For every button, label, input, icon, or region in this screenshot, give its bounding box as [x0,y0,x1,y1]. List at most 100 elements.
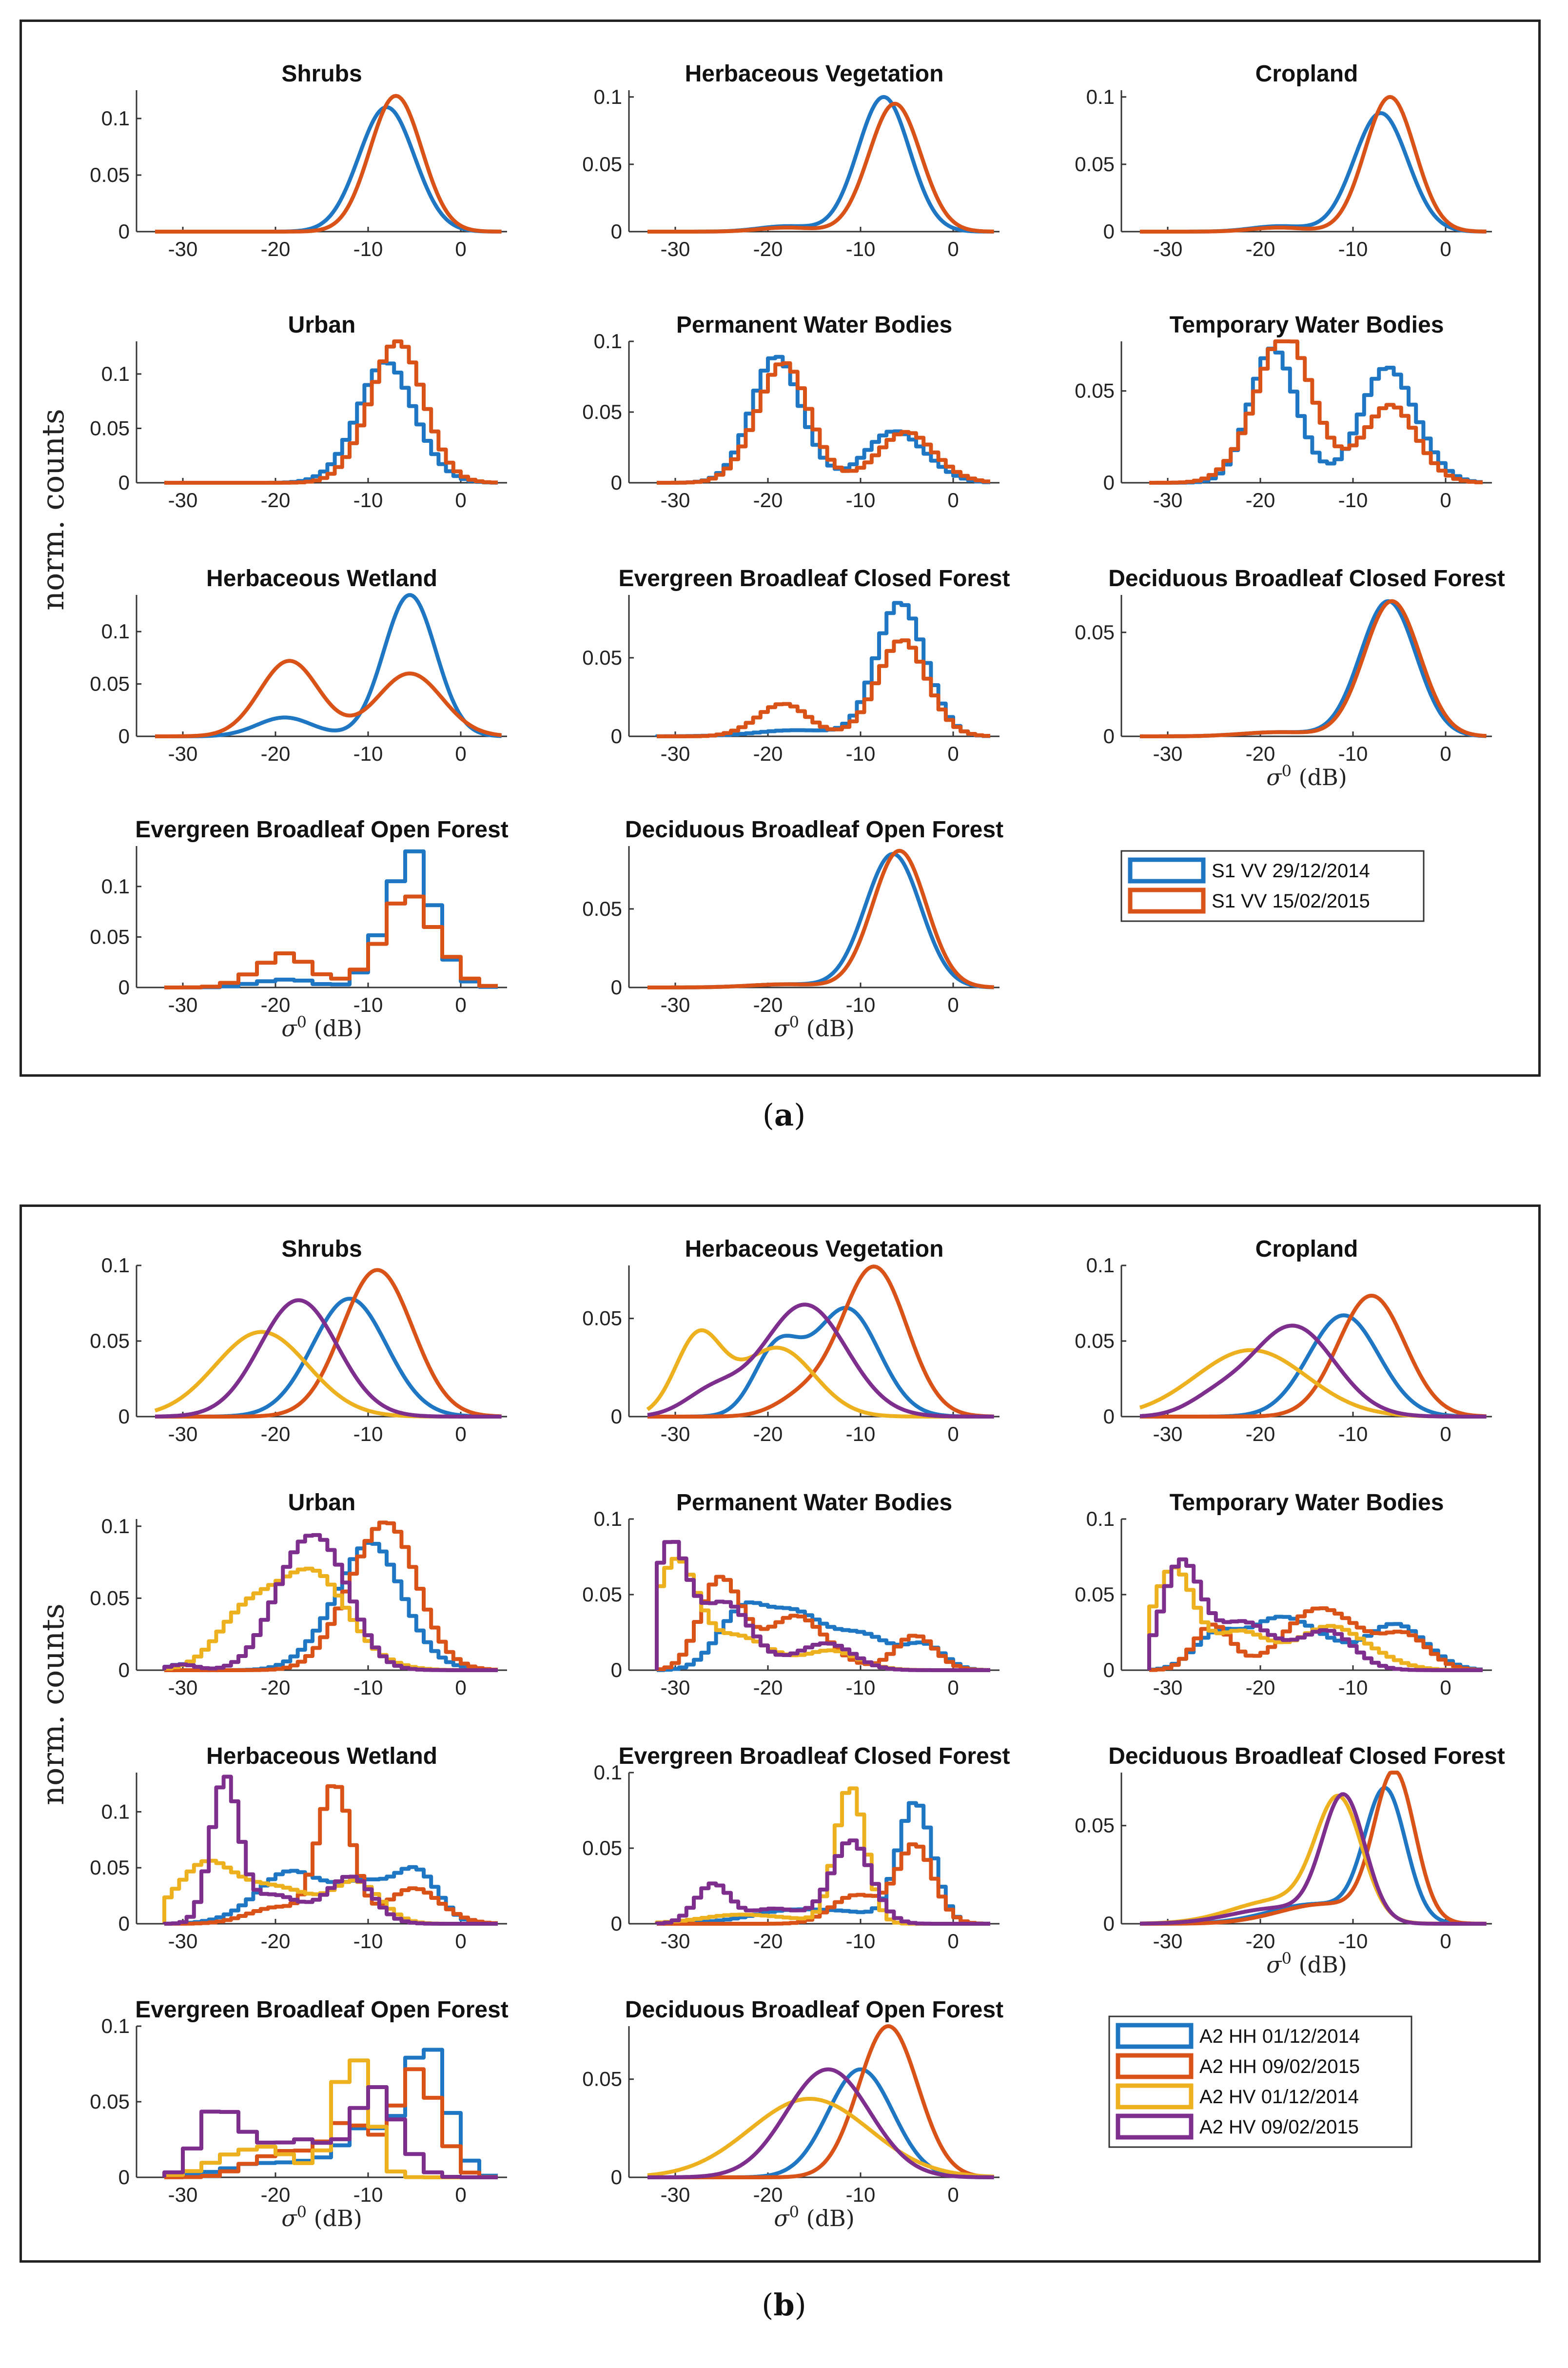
y-tick-label: 0.05 [582,1307,622,1330]
series-line-0 [657,355,990,485]
y-tick-label: 0.05 [90,925,130,948]
subplot-10: Deciduous Broadleaf Open Forest -30 -20 -10… [582,817,1003,1042]
y-tick-label: 0 [118,2166,130,2189]
y-tick-label: 0 [1103,1405,1115,1428]
y-tick-label: 0 [611,1405,622,1428]
y-tick-label: 0 [611,220,622,243]
y-tick-label: 0 [118,976,130,999]
y-tick-label: 0 [118,1912,130,1935]
subplot-9: Evergreen Broadleaf Open Forest -30 -20 -10… [90,1997,509,2231]
subplot-title: Deciduous Broadleaf Open Forest [625,817,1003,843]
series-line-0 [164,849,498,989]
x-tick-label: 0 [1440,489,1451,512]
series-line-1 [164,1784,498,1926]
legend-label: A2 HH 09/02/2015 [1199,2056,1360,2077]
x-tick-label: -10 [353,742,383,765]
y-tick-label: 0 [1103,725,1115,748]
y-tick-label: 0.1 [1086,1254,1115,1277]
subplot-title: Urban [288,1490,356,1516]
subplot-title: Permanent Water Bodies [676,1490,952,1516]
x-tick-label: 0 [947,993,959,1016]
x-tick-label: -30 [661,489,690,512]
x-tick-label: -10 [846,489,876,512]
legend-swatch [1116,2113,1194,2140]
subplot-title: Evergreen Broadleaf Closed Forest [619,566,1010,592]
subplot-7: Evergreen Broadleaf Closed Forest -30 -20 -… [582,1743,1010,1953]
series-line-1 [155,659,502,738]
y-tick-label: 0 [1103,1912,1115,1935]
y-tick-label: 0.1 [1086,1507,1115,1530]
series-line-0 [647,95,994,234]
x-tick-label: -30 [661,1930,690,1953]
y-tick-label: 0 [611,976,622,999]
x-tick-label: -30 [1153,237,1183,260]
legend-swatch [1116,2053,1194,2079]
series-line-3 [162,1533,498,1672]
y-tick-label: 0.1 [1086,85,1115,108]
x-tick-label: 0 [455,1930,466,1953]
series-line-3 [155,1298,502,1419]
y-tick-label: 0.1 [594,1761,622,1784]
x-tick-label: -10 [846,1930,876,1953]
series-line-1 [1149,339,1483,485]
x-tick-label: -10 [846,237,876,260]
series-line-3 [1139,1323,1487,1419]
x-tick-label: -10 [353,993,383,1016]
x-tick-label: 0 [1440,1676,1451,1699]
y-tick-label: 0.05 [90,1856,130,1879]
series-line-0 [655,601,990,738]
y-tick-label: 0.1 [101,1515,130,1538]
figure-panel-b: Shrubs -30 -20 -10 0 0 0.05 0.1 Herbaceous Veget… [20,1204,1541,2263]
y-tick-label: 0.05 [1075,1583,1115,1606]
y-tick-label: 0 [118,1405,130,1428]
x-tick-label: 0 [1440,1930,1451,1953]
series-line-2 [154,1330,502,1419]
y-tick-label: 0 [611,2166,622,2189]
x-tick-label: -30 [661,2183,690,2206]
x-tick-label: -30 [168,2183,198,2206]
x-tick-label: -20 [753,1422,783,1445]
subplot-title: Deciduous Broadleaf Closed Forest [1108,566,1505,592]
x-tick-label: -10 [846,1422,876,1445]
x-tick-label: -20 [753,742,783,765]
y-tick-label: 0 [118,725,130,748]
subplot-4: Permanent Water Bodies -30 -20 -10 0 0 0.05 0.1 [582,1490,1000,1699]
subplot-title: Shrubs [281,61,362,87]
x-tick-label: 0 [455,2183,466,2206]
x-tick-label: 0 [947,2183,959,2206]
subplot-0: Shrubs -30 -20 -10 0 0 0.05 0.1 [90,1236,507,1445]
subplot-0: Shrubs -30 -20 -10 0 0 0.05 0.1 [90,61,507,260]
series-line-2 [1139,1348,1487,1419]
x-tick-label: 0 [947,1676,959,1699]
series-line-0 [1149,346,1483,485]
series-line-1 [1139,599,1487,738]
subplot-3: Urban -30 -20 -10 0 0 0.05 0.1 [90,1490,507,1699]
series-line-3 [647,1302,994,1419]
series-line-2 [647,2097,994,2179]
y-tick-label: 0.05 [1075,621,1115,644]
subplot-5: Temporary Water Bodies -30 -20 -10 0 0 0.05 [1075,312,1492,512]
legend: A2 HH 01/12/2014 A2 HH 09/02/2015 A2 HV 01… [1108,2015,1412,2148]
x-tick-label: 0 [947,1930,959,1953]
legend-swatch [1116,2023,1194,2049]
x-tick-label: -30 [661,1422,690,1445]
x-tick-label: -30 [168,1422,198,1445]
x-tick-label: -20 [261,993,291,1016]
series-line-2 [655,1786,990,1926]
caption-a: (a) [762,1097,806,1133]
subplot-title: Temporary Water Bodies [1170,312,1444,338]
y-tick-label: 0.05 [90,416,130,439]
legend-label: A2 HV 01/12/2014 [1199,2086,1359,2108]
x-tick-label: -20 [1246,1930,1275,1953]
subplot-2: Cropland -30 -20 -10 0 0 0.05 0.1 [1075,61,1492,260]
x-tick-label: -20 [753,489,783,512]
x-tick-label: -20 [261,237,291,260]
legend-label: A2 HV 09/02/2015 [1199,2116,1359,2138]
series-line-1 [164,1520,498,1672]
subplot-2: Cropland -30 -20 -10 0 0 0.05 0.1 [1075,1236,1492,1445]
y-tick-label: 0 [118,220,130,243]
legend-box [1120,850,1425,922]
subplot-title: Temporary Water Bodies [1170,1490,1444,1516]
series-line-0 [162,1865,498,1926]
series-line-0 [1147,1615,1483,1672]
